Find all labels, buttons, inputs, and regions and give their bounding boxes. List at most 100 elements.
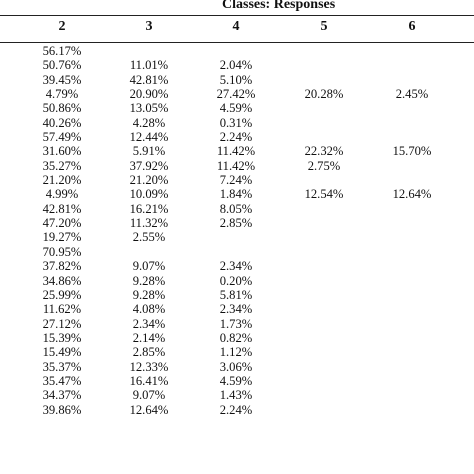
table-cell: 0.31%	[219, 115, 253, 130]
column-header: 6	[408, 19, 416, 34]
table-cell: 39.86%	[42, 402, 82, 417]
table-cell: 34.37%	[42, 388, 82, 403]
table-cell: 11.42%	[216, 144, 256, 159]
table-cell: 5.81%	[219, 287, 253, 302]
table-row: 50.76% 11.01% 2.04%	[0, 58, 474, 72]
table-row: 15.49% 2.85% 1.12%	[0, 345, 474, 359]
table-cell: 5.91%	[132, 144, 166, 159]
table-cell: 21.20%	[42, 173, 82, 188]
table-cell: 15.39%	[42, 330, 82, 345]
table-row: 35.37% 12.33% 3.06%	[0, 360, 474, 374]
table-cell: 2.34%	[132, 316, 166, 331]
table-cell: 2.24%	[219, 130, 253, 145]
table-cell: 2.04%	[219, 58, 253, 73]
table-body: 56.17% 50.76% 11.01% 2.04% 39.45% 42.81% 5.10%…	[0, 44, 474, 417]
table-row: 4.99% 10.09% 1.84% 12.54% 12.64%	[0, 187, 474, 201]
table-cell: 56.17%	[42, 44, 82, 58]
table-cell: 9.07%	[132, 388, 166, 403]
column-header: 3	[145, 19, 153, 34]
table-cell: 4.79%	[45, 87, 79, 102]
table-cell: 16.41%	[129, 373, 169, 388]
table-cell: 5.10%	[219, 72, 253, 87]
table-row: 31.60% 5.91% 11.42% 22.32% 15.70%	[0, 144, 474, 158]
table-cell: 16.21%	[129, 201, 169, 216]
table-cell: 37.92%	[129, 158, 169, 173]
table-cell: 11.01%	[129, 58, 169, 73]
table-cell: 35.37%	[42, 359, 82, 374]
table-cell: 4.99%	[45, 187, 79, 202]
table-cell: 11.42%	[216, 158, 256, 173]
table-cell: 11.62%	[42, 302, 82, 317]
table-cell: 12.44%	[129, 130, 169, 145]
table-cell: 13.05%	[129, 101, 169, 116]
table-cell: 11.32%	[129, 216, 169, 231]
table-cell: 2.14%	[132, 330, 166, 345]
table-row: 35.27% 37.92% 11.42% 2.75%	[0, 159, 474, 173]
table-cell: 15.70%	[392, 144, 432, 159]
table-cell: 1.84%	[219, 187, 253, 202]
table-cell: 20.90%	[129, 87, 169, 102]
table-row: 47.20% 11.32% 2.85%	[0, 216, 474, 230]
table-cell: 4.08%	[132, 302, 166, 317]
table-cell: 2.55%	[132, 230, 166, 245]
column-header: 5	[320, 19, 328, 34]
table-cell: 9.28%	[132, 287, 166, 302]
table-row: 56.17%	[0, 44, 474, 58]
table-cell: 2.75%	[307, 158, 341, 173]
table-row: 35.47% 16.41% 4.59%	[0, 374, 474, 388]
table-cell: 22.32%	[304, 144, 344, 159]
column-header: 2	[58, 19, 66, 34]
table-row: 34.86% 9.28% 0.20%	[0, 274, 474, 288]
table-header-rule	[0, 42, 474, 43]
table-row: 37.82% 9.07% 2.34%	[0, 259, 474, 273]
table-cell: 50.86%	[42, 101, 82, 116]
table-cell: 0.82%	[219, 330, 253, 345]
table-cell: 4.59%	[219, 101, 253, 116]
table-cell: 3.06%	[219, 359, 253, 374]
table-row: 57.49% 12.44% 2.24%	[0, 130, 474, 144]
table-cell: 12.64%	[129, 402, 169, 417]
table-cell: 1.43%	[219, 388, 253, 403]
table-row: 39.86% 12.64% 2.24%	[0, 403, 474, 417]
table-cell: 4.28%	[132, 115, 166, 130]
table-cell: 70.95%	[42, 244, 82, 259]
table-title: Classes: Responses	[222, 0, 336, 12]
table-row: 27.12% 2.34% 1.73%	[0, 317, 474, 331]
table-cell: 12.64%	[392, 187, 432, 202]
table-cell: 39.45%	[42, 72, 82, 87]
table-cell: 27.12%	[42, 316, 82, 331]
table-cell: 31.60%	[42, 144, 82, 159]
table-cell: 2.34%	[219, 259, 253, 274]
table-row: 34.37% 9.07% 1.43%	[0, 388, 474, 402]
table-cell: 27.42%	[216, 87, 256, 102]
table-row: 19.27% 2.55%	[0, 230, 474, 244]
table-cell: 37.82%	[42, 259, 82, 274]
table-row: 25.99% 9.28% 5.81%	[0, 288, 474, 302]
table-cell: 0.20%	[219, 273, 253, 288]
table-row: 4.79% 20.90% 27.42% 20.28% 2.45%	[0, 87, 474, 101]
table-row: 50.86% 13.05% 4.59%	[0, 101, 474, 115]
table-cell: 35.27%	[42, 158, 82, 173]
table-cell: 25.99%	[42, 287, 82, 302]
table-row: 39.45% 42.81% 5.10%	[0, 73, 474, 87]
table-cell: 4.59%	[219, 373, 253, 388]
table-cell: 42.81%	[42, 201, 82, 216]
table-cell: 50.76%	[42, 58, 82, 73]
table-cell: 2.34%	[219, 302, 253, 317]
table-cell: 47.20%	[42, 216, 82, 231]
table-row: 21.20% 21.20% 7.24%	[0, 173, 474, 187]
table-cell: 40.26%	[42, 115, 82, 130]
table-cell: 1.12%	[219, 345, 253, 360]
table-cell: 9.07%	[132, 259, 166, 274]
table-cell: 57.49%	[42, 130, 82, 145]
table-cell: 34.86%	[42, 273, 82, 288]
table-row: 42.81% 16.21% 8.05%	[0, 202, 474, 216]
table-cell: 2.85%	[132, 345, 166, 360]
table-cell: 19.27%	[42, 230, 82, 245]
table-cell: 10.09%	[129, 187, 169, 202]
table-cell: 12.33%	[129, 359, 169, 374]
table-row: 40.26% 4.28% 0.31%	[0, 116, 474, 130]
table-cell: 7.24%	[219, 173, 253, 188]
table-cell: 8.05%	[219, 201, 253, 216]
table-cell: 21.20%	[129, 173, 169, 188]
